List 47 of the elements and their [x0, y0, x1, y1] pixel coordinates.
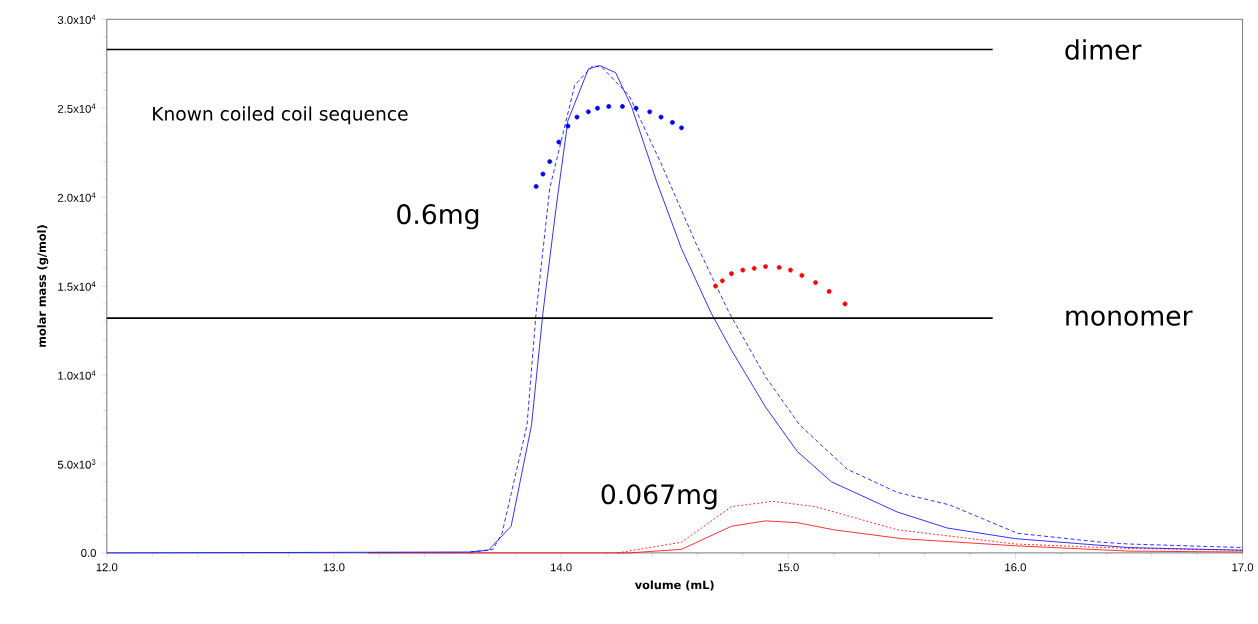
x-axis-title: volume (mL) [634, 580, 714, 591]
point [763, 264, 768, 270]
x-tick-label: 15.0 [778, 563, 799, 572]
point [585, 109, 591, 115]
x-tick-label: 16.0 [1005, 563, 1026, 572]
point [565, 123, 571, 129]
x-tick-label: 17.0 [1232, 563, 1254, 572]
point [540, 171, 546, 177]
point [633, 105, 639, 111]
y-tick-label: 3.0x10$^{4}$ [57, 14, 96, 25]
annotation: Known coiled coil sequence [153, 106, 408, 125]
y-tick-label: 1.0x10$^{4}$ [58, 370, 96, 380]
text: monomer [1066, 310, 1193, 326]
annotation: 0.6mg [397, 204, 479, 230]
point [842, 301, 848, 307]
y-tick-label: 2.5x10$^{4}$ [57, 103, 96, 113]
annotation: 0.067mg [601, 484, 717, 510]
point [647, 109, 653, 115]
point [719, 278, 725, 284]
y-tick-label: 2.0x10$^{4}$ [57, 192, 96, 202]
point [595, 105, 600, 111]
point [799, 273, 805, 278]
point [740, 267, 746, 273]
y-tick-label: 5.0x10$^{3}$ [57, 459, 96, 469]
point [574, 114, 580, 120]
text: dimer [1065, 39, 1142, 60]
point [556, 139, 562, 145]
x-tick-label: 13.0 [323, 563, 345, 572]
point [658, 114, 664, 120]
point [606, 104, 612, 109]
y-tick-label: 1.5x10$^{4}$ [58, 281, 96, 291]
x-tick-label: 12.0 [96, 563, 118, 572]
point [679, 125, 684, 131]
point [533, 184, 539, 189]
point [729, 271, 734, 277]
point [547, 159, 553, 165]
point [776, 265, 782, 270]
point [788, 267, 793, 273]
point [713, 283, 718, 289]
point [751, 266, 757, 271]
y-axis-title: molar mass (g/mol) [37, 225, 49, 347]
point [813, 280, 818, 286]
point [620, 104, 625, 109]
point [826, 289, 832, 294]
x-tick-label: 14.0 [550, 563, 572, 572]
y-tick-label: 0.0 [81, 549, 96, 558]
point [670, 120, 675, 125]
